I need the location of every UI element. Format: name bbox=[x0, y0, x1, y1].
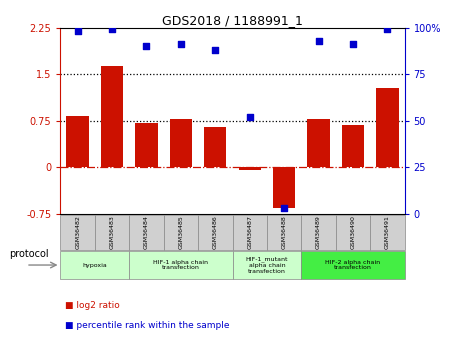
Bar bbox=[232, 250, 301, 279]
Point bbox=[108, 27, 116, 32]
Bar bbox=[273, 167, 295, 208]
Text: GSM36490: GSM36490 bbox=[351, 215, 355, 249]
Text: GSM36482: GSM36482 bbox=[75, 215, 80, 249]
Bar bbox=[135, 122, 158, 167]
Text: GSM36484: GSM36484 bbox=[144, 215, 149, 249]
Text: protocol: protocol bbox=[9, 249, 49, 258]
Text: GSM36488: GSM36488 bbox=[282, 215, 286, 249]
Bar bbox=[301, 215, 336, 250]
Bar bbox=[60, 250, 129, 279]
Bar bbox=[95, 215, 129, 250]
Point bbox=[212, 47, 219, 53]
Bar bbox=[170, 119, 192, 167]
Bar bbox=[66, 116, 89, 167]
Text: GSM36483: GSM36483 bbox=[110, 215, 114, 249]
Text: hypoxia: hypoxia bbox=[82, 263, 107, 267]
Bar bbox=[164, 215, 198, 250]
Point bbox=[349, 42, 357, 47]
Bar bbox=[232, 215, 267, 250]
Bar bbox=[60, 215, 95, 250]
Bar bbox=[342, 125, 364, 167]
Point bbox=[315, 38, 322, 43]
Text: GSM36486: GSM36486 bbox=[213, 215, 218, 249]
Text: HIF-1 alpha chain
transfection: HIF-1 alpha chain transfection bbox=[153, 260, 208, 270]
Bar bbox=[370, 215, 405, 250]
Bar bbox=[101, 66, 123, 167]
Point bbox=[74, 29, 81, 34]
Text: ■ percentile rank within the sample: ■ percentile rank within the sample bbox=[65, 321, 230, 330]
Bar bbox=[376, 88, 399, 167]
Text: GSM36485: GSM36485 bbox=[179, 215, 183, 249]
Bar bbox=[301, 250, 405, 279]
Bar bbox=[336, 215, 370, 250]
Point bbox=[246, 114, 253, 120]
Text: GDS2018 / 1188991_1: GDS2018 / 1188991_1 bbox=[162, 14, 303, 27]
Text: HIF-2 alpha chain
transfection: HIF-2 alpha chain transfection bbox=[326, 260, 380, 270]
Text: HIF-1_mutant
alpha chain
transfection: HIF-1_mutant alpha chain transfection bbox=[246, 256, 288, 274]
Point bbox=[143, 43, 150, 49]
Bar bbox=[129, 215, 164, 250]
Text: GSM36487: GSM36487 bbox=[247, 215, 252, 249]
Point bbox=[280, 206, 288, 211]
Text: ■ log2 ratio: ■ log2 ratio bbox=[65, 301, 120, 310]
Point bbox=[177, 42, 185, 47]
Text: GSM36491: GSM36491 bbox=[385, 215, 390, 249]
Bar bbox=[204, 127, 226, 167]
Bar bbox=[239, 167, 261, 170]
Bar bbox=[267, 215, 301, 250]
Point bbox=[384, 27, 391, 32]
Text: GSM36489: GSM36489 bbox=[316, 215, 321, 249]
Bar bbox=[198, 215, 232, 250]
Bar bbox=[307, 119, 330, 167]
Bar bbox=[129, 250, 232, 279]
